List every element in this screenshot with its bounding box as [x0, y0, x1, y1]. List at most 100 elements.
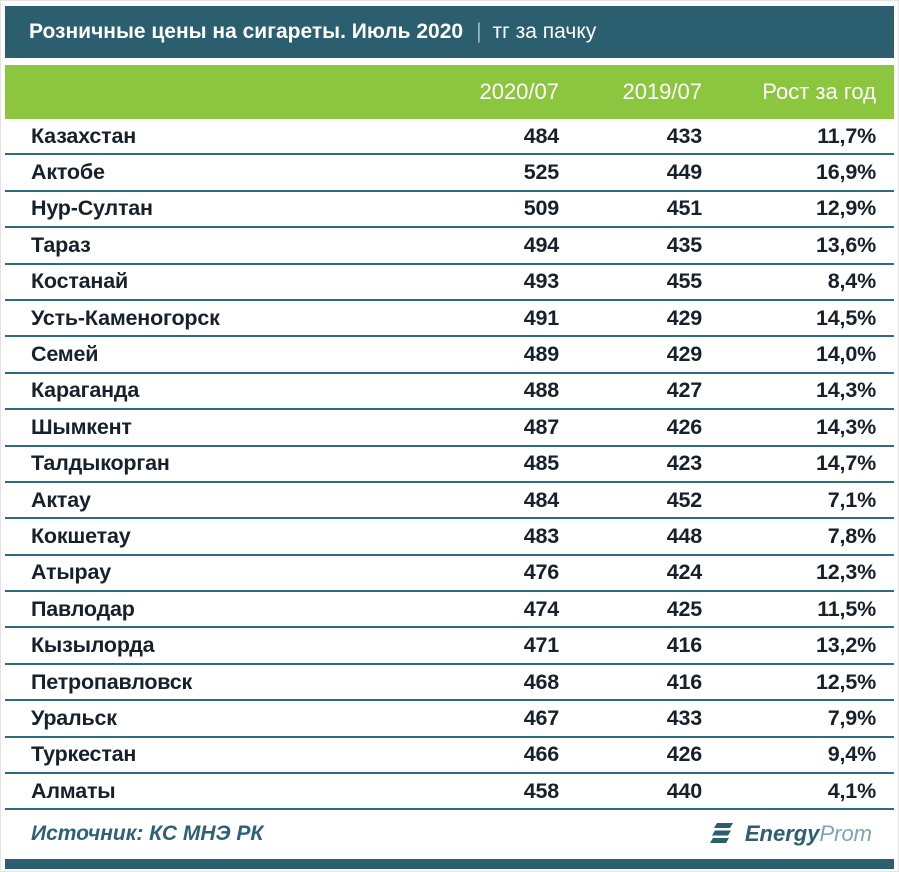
city-name: Алматы [31, 778, 116, 803]
price-2019: 452 [666, 487, 702, 512]
price-2019: 455 [666, 269, 702, 294]
table-row: Актобе 525 449 16,9% [5, 155, 894, 192]
city-name: Уральск [31, 705, 117, 730]
table-body: Казахстан 484 433 11,7% Актобе 525 449 1… [5, 119, 894, 811]
growth-yoy: 12,3% [816, 560, 876, 585]
price-2020: 494 [523, 232, 559, 257]
price-2020: 471 [523, 633, 559, 658]
source-note: Источник: КС МНЭ РК [31, 822, 264, 846]
growth-yoy: 9,4% [827, 742, 876, 767]
growth-yoy: 14,3% [816, 378, 876, 403]
table-header-row: 2020/07 2019/07 Рост за год [5, 65, 894, 119]
growth-yoy: 13,6% [816, 232, 876, 257]
table-row: Кызылорда 471 416 13,2% [5, 628, 894, 665]
column-header-2019-07: 2019/07 [622, 79, 702, 104]
table-row: Нур-Султан 509 451 12,9% [5, 192, 894, 229]
city-name: Усть-Каменогорск [31, 305, 220, 330]
city-name: Тараз [31, 232, 91, 257]
price-2020: 458 [523, 778, 559, 803]
city-name: Нур-Султан [31, 196, 153, 221]
price-2019: 435 [666, 232, 702, 257]
price-2019: 425 [666, 596, 702, 621]
growth-yoy: 14,5% [816, 305, 876, 330]
city-name: Семей [31, 342, 99, 367]
city-name: Кокшетау [31, 523, 131, 548]
city-name: Костанай [31, 269, 128, 294]
price-2020: 493 [523, 269, 559, 294]
table-row: Павлодар 474 425 11,5% [5, 592, 894, 629]
bottom-accent-bar [5, 859, 894, 870]
table-row: Шымкент 487 426 14,3% [5, 410, 894, 447]
price-2019: 423 [666, 451, 702, 476]
price-2019: 449 [666, 160, 702, 185]
logo-text-prom: Prom [819, 821, 872, 847]
price-2019: 427 [666, 378, 702, 403]
table-row: Туркестан 466 426 9,4% [5, 738, 894, 775]
price-2019: 433 [666, 705, 702, 730]
table-row: Актау 484 452 7,1% [5, 483, 894, 520]
table-row: Караганда 488 427 14,3% [5, 374, 894, 411]
growth-yoy: 14,0% [816, 342, 876, 367]
price-2020: 467 [523, 705, 559, 730]
growth-yoy: 12,9% [816, 196, 876, 221]
growth-yoy: 16,9% [816, 160, 876, 185]
column-header-2020-07: 2020/07 [479, 79, 559, 104]
price-2020: 487 [523, 414, 559, 439]
table-row: Тараз 494 435 13,6% [5, 228, 894, 265]
table-row: Петропавловск 468 416 12,5% [5, 665, 894, 702]
page-title: Розничные цены на сигареты. Июль 2020 [29, 20, 464, 43]
price-2020: 489 [523, 342, 559, 367]
city-name: Актау [31, 487, 91, 512]
price-2019: 448 [666, 523, 702, 548]
city-name: Петропавловск [31, 669, 193, 694]
table-row: Костанай 493 455 8,4% [5, 265, 894, 301]
price-2020: 491 [523, 305, 559, 330]
table-row: Атырау 476 424 12,3% [5, 556, 894, 593]
price-2019: 416 [666, 669, 702, 694]
city-name: Кызылорда [31, 633, 155, 658]
price-2019: 426 [666, 414, 702, 439]
title-unit: тг за пачку [492, 20, 597, 43]
city-name: Талдыкорган [31, 451, 170, 476]
price-2020: 474 [523, 596, 559, 621]
city-name: Атырау [31, 560, 111, 585]
price-2019: 433 [666, 123, 702, 148]
growth-yoy: 12,5% [816, 669, 876, 694]
title-bar: Розничные цены на сигареты. Июль 2020 | … [5, 6, 894, 58]
table-row: Семей 489 429 14,0% [5, 337, 894, 374]
price-2020: 488 [523, 378, 559, 403]
growth-yoy: 8,4% [827, 269, 876, 294]
title-separator: | [476, 20, 482, 43]
growth-yoy: 14,7% [816, 451, 876, 476]
growth-yoy: 13,2% [816, 633, 876, 658]
footer: Источник: КС МНЭ РК EnergyProm [5, 810, 894, 858]
city-name: Караганда [31, 378, 140, 403]
growth-yoy: 7,8% [827, 523, 876, 548]
price-2020: 485 [523, 451, 559, 476]
price-2019: 451 [666, 196, 702, 221]
table-row: Талдыкорган 485 423 14,7% [5, 447, 894, 483]
price-2020: 476 [523, 560, 559, 585]
price-2020: 466 [523, 742, 559, 767]
city-name: Павлодар [31, 596, 135, 621]
table-row: Усть-Каменогорск 491 429 14,5% [5, 301, 894, 338]
price-2019: 429 [666, 305, 702, 330]
price-2019: 424 [666, 560, 702, 585]
city-name: Шымкент [31, 414, 132, 439]
growth-yoy: 14,3% [816, 414, 876, 439]
table-row: Кокшетау 483 448 7,8% [5, 519, 894, 556]
price-2020: 484 [523, 123, 559, 148]
growth-yoy: 4,1% [827, 778, 876, 803]
growth-yoy: 11,7% [817, 123, 876, 148]
growth-yoy: 7,1% [827, 487, 876, 512]
price-2019: 416 [666, 633, 702, 658]
price-2019: 440 [666, 778, 702, 803]
growth-yoy: 11,5% [817, 596, 876, 621]
price-2019: 429 [666, 342, 702, 367]
logo-wordmark: EnergyProm [745, 821, 872, 847]
price-2020: 483 [523, 523, 559, 548]
logo-text-energy: Energy [744, 821, 820, 847]
city-name: Туркестан [31, 742, 137, 767]
price-2020: 468 [523, 669, 559, 694]
